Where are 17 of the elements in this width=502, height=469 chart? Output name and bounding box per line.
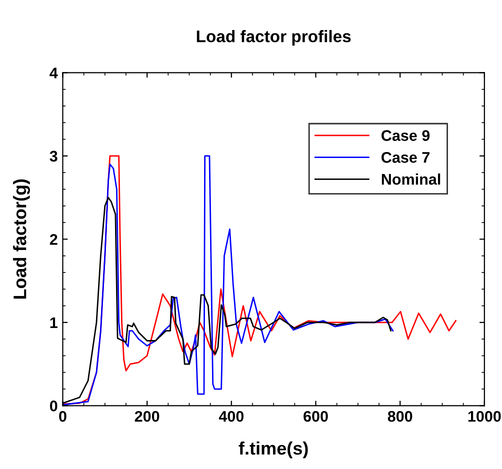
x-tick-label: 800 — [388, 410, 412, 422]
y-tick-label: 3 — [50, 150, 58, 162]
y-axis-title: Load factor(g) — [13, 179, 30, 299]
x-tick-label: 1000 — [468, 410, 501, 422]
y-tick-label: 1 — [50, 317, 58, 328]
legend-label: Case 9 — [382, 130, 430, 141]
x-tick-label: 600 — [304, 410, 328, 422]
x-tick-label: 0 — [59, 410, 66, 422]
y-tick-label: 4 — [50, 68, 58, 78]
x-axis-title: f.time(s) — [238, 441, 308, 458]
chart-title: Load factor profiles — [196, 30, 351, 46]
y-tick-label: 0 — [50, 400, 58, 412]
y-tick-label: 2 — [50, 234, 58, 245]
legend-label: Case 7 — [382, 152, 430, 163]
x-tick-label: 200 — [134, 410, 160, 422]
x-tick-label: 400 — [218, 410, 244, 422]
legend-label: Nominal — [382, 173, 440, 185]
